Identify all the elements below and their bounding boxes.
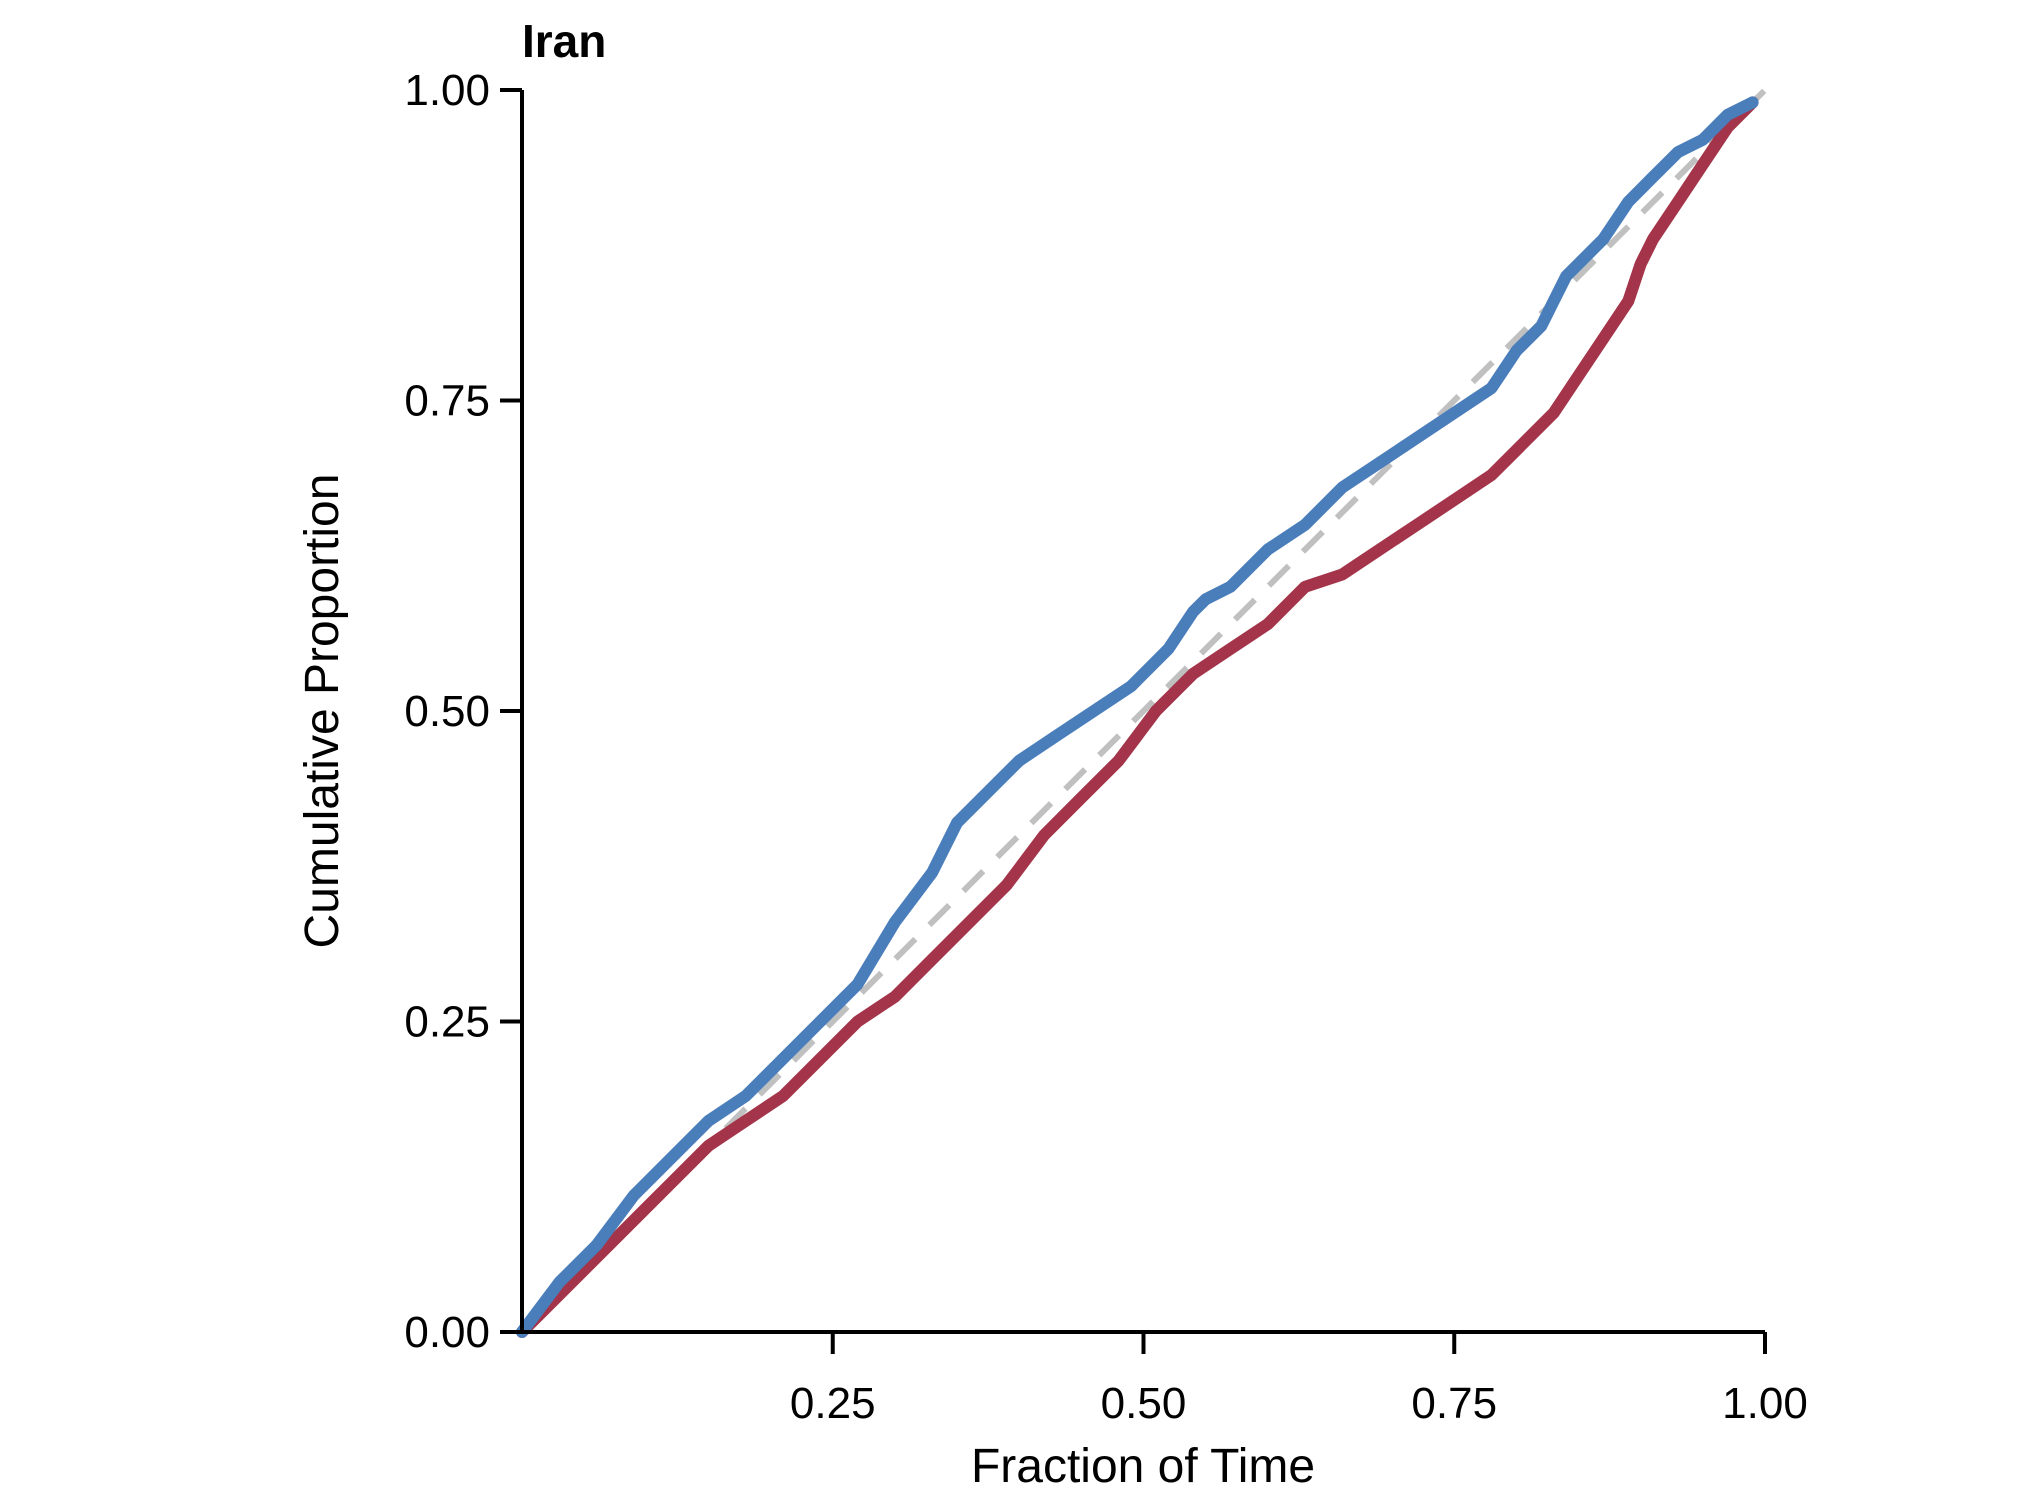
series-line-1 (516, 96, 1759, 1338)
x-tick-label: 1.00 (1722, 1379, 1808, 1428)
y-tick-label: 0.25 (404, 998, 490, 1047)
y-tick-label: 1.00 (404, 66, 490, 115)
chart-title: Iran (522, 15, 606, 67)
x-tick-label: 0.25 (790, 1379, 876, 1428)
y-tick-label: 0.00 (404, 1308, 490, 1357)
y-ticks: 0.00 0.25 0.50 0.75 1.00 (404, 66, 522, 1357)
y-tick-label: 0.50 (404, 687, 490, 736)
x-axis-label: Fraction of Time (971, 1440, 1315, 1493)
y-tick-label: 0.75 (404, 377, 490, 426)
y-axis-label: Cumulative Proportion (296, 474, 349, 949)
series-line-0 (516, 96, 1759, 1338)
series-layer (516, 87, 1768, 1338)
x-ticks: 0.25 0.50 0.75 1.00 (790, 1332, 1808, 1428)
x-tick-label: 0.50 (1101, 1379, 1187, 1428)
x-tick-label: 0.75 (1411, 1379, 1497, 1428)
